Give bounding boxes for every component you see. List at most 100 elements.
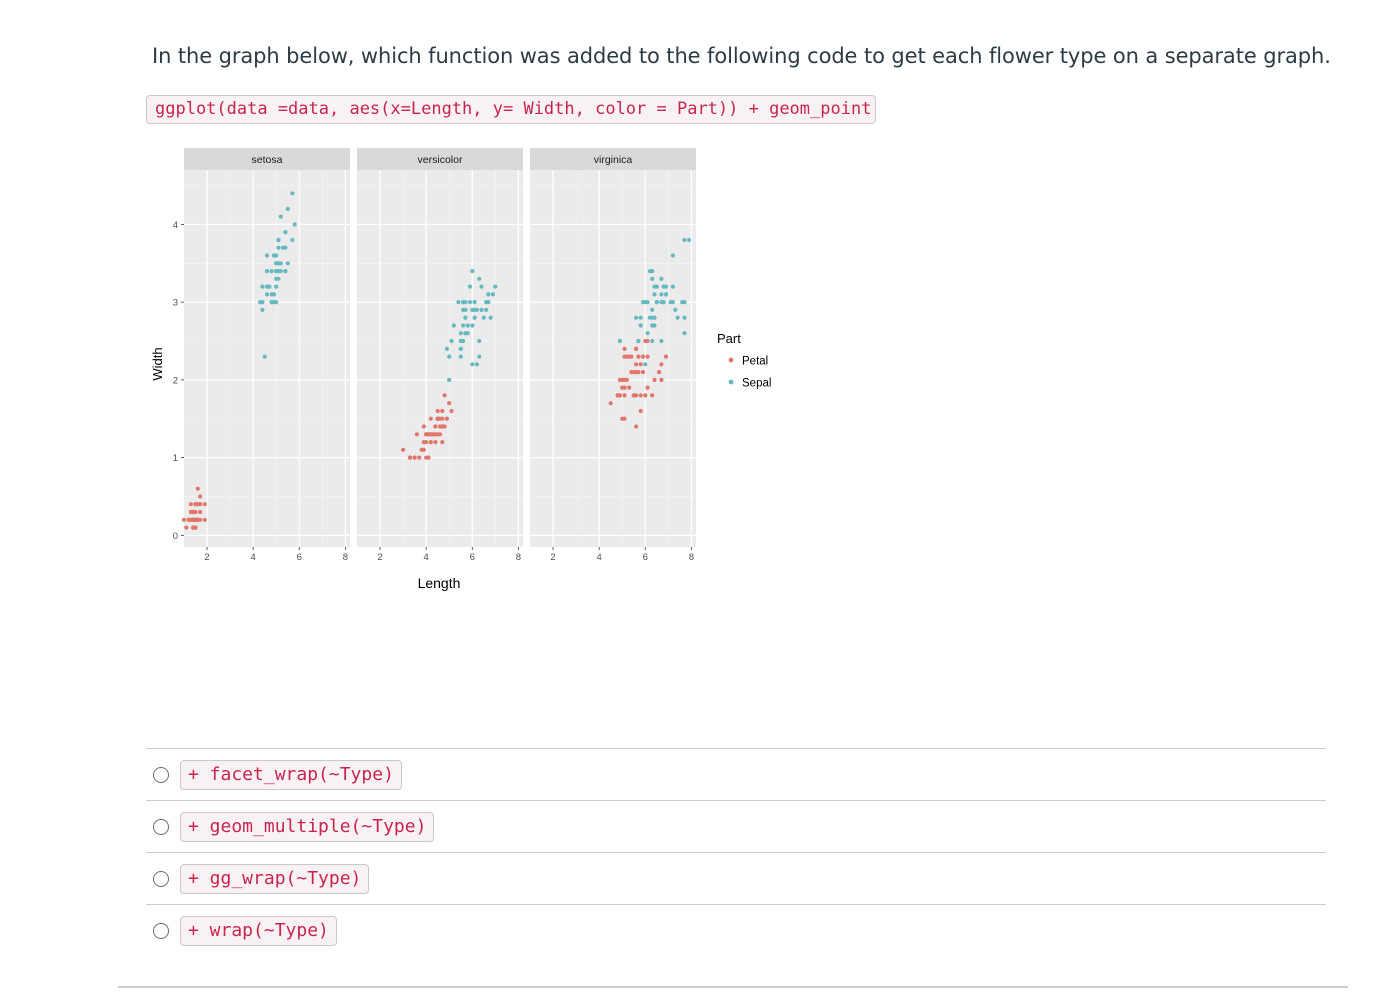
x-tick-label: 6 — [470, 552, 475, 563]
data-point-petal — [202, 502, 207, 507]
data-point-sepal — [638, 323, 643, 328]
data-point-sepal — [470, 269, 475, 274]
x-tick-label: 8 — [689, 552, 694, 563]
data-point-sepal — [673, 307, 678, 312]
data-point-petal — [198, 494, 203, 499]
data-point-sepal — [461, 323, 466, 328]
data-point-petal — [645, 385, 650, 390]
radio-button[interactable] — [153, 818, 169, 835]
data-point-petal — [407, 455, 413, 460]
data-point-petal — [191, 509, 196, 515]
data-point-petal — [401, 447, 406, 452]
data-point-sepal — [647, 269, 652, 274]
data-point-petal — [663, 354, 669, 359]
data-point-sepal — [444, 346, 449, 351]
data-point-petal — [622, 393, 627, 398]
data-point-sepal — [638, 315, 643, 320]
data-point-petal — [638, 408, 643, 414]
facet-strip — [530, 148, 696, 170]
data-point-sepal — [458, 331, 463, 336]
radio-button[interactable] — [153, 766, 169, 783]
code-snippet: ggplot(data =data, aes(x=Length, y= Widt… — [146, 95, 876, 124]
data-point-sepal — [481, 315, 486, 320]
data-point-sepal — [463, 307, 468, 312]
data-point-petal — [437, 424, 443, 429]
data-point-sepal — [654, 300, 659, 305]
data-point-sepal — [264, 292, 270, 297]
facet-label: virginica — [594, 154, 633, 166]
data-point-sepal — [465, 323, 470, 328]
data-point-sepal — [449, 338, 454, 344]
question-text: In the graph below, which function was a… — [152, 44, 1331, 68]
answer-code: + facet_wrap(~Type) — [180, 759, 402, 790]
data-point-sepal — [283, 230, 288, 235]
facet-strip — [357, 148, 523, 170]
data-point-sepal — [682, 315, 687, 320]
data-point-petal — [638, 393, 643, 398]
legend-key-petal — [728, 357, 734, 363]
x-tick-label: 4 — [251, 552, 256, 563]
data-point-petal — [652, 377, 657, 382]
data-point-sepal — [458, 354, 463, 359]
data-point-sepal — [687, 237, 692, 243]
data-point-sepal — [276, 237, 281, 243]
data-point-petal — [645, 354, 650, 359]
data-point-sepal — [652, 284, 657, 289]
data-point-sepal — [477, 276, 482, 281]
legend-key-sepal — [728, 379, 734, 385]
data-point-sepal — [640, 300, 646, 305]
data-point-sepal — [290, 191, 295, 196]
data-point-sepal — [470, 362, 475, 367]
data-point-petal — [615, 393, 620, 398]
answer-option[interactable]: + gg_wrap(~Type) — [146, 852, 1326, 904]
data-point-sepal — [470, 307, 475, 312]
facet-panel — [184, 170, 350, 547]
y-tick-label: 4 — [173, 220, 178, 231]
data-point-sepal — [490, 292, 496, 297]
data-point-sepal — [493, 284, 498, 289]
data-point-petal — [657, 370, 662, 375]
data-point-sepal — [650, 338, 655, 344]
data-point-sepal — [682, 331, 687, 336]
data-point-sepal — [636, 338, 641, 344]
data-point-sepal — [465, 331, 470, 336]
y-tick-label: 2 — [173, 375, 178, 386]
data-point-sepal — [285, 206, 290, 211]
radio-button[interactable] — [153, 870, 169, 887]
data-point-sepal — [278, 261, 283, 266]
data-point-petal — [659, 377, 664, 382]
data-point-petal — [188, 502, 193, 507]
facet-label: setosa — [252, 154, 283, 166]
data-point-sepal — [292, 222, 297, 227]
data-point-petal — [447, 401, 452, 406]
data-point-sepal — [278, 214, 283, 219]
data-point-sepal — [260, 300, 265, 305]
data-point-sepal — [645, 331, 650, 336]
data-point-petal — [449, 408, 454, 414]
data-point-sepal — [484, 307, 489, 312]
data-point-sepal — [472, 315, 477, 320]
data-point-sepal — [281, 245, 286, 250]
data-point-petal — [617, 377, 622, 382]
data-point-sepal — [447, 354, 452, 359]
data-point-petal — [433, 424, 438, 429]
data-point-sepal — [486, 300, 491, 305]
data-point-petal — [435, 408, 440, 414]
radio-button[interactable] — [153, 922, 169, 939]
data-point-petal — [608, 401, 613, 406]
data-point-sepal — [264, 253, 270, 258]
y-tick-label: 3 — [173, 298, 178, 309]
answer-option[interactable]: + wrap(~Type) — [146, 904, 1326, 956]
answer-option[interactable]: + geom_multiple(~Type) — [146, 800, 1326, 852]
data-point-sepal — [447, 377, 452, 382]
data-point-petal — [191, 517, 196, 522]
data-point-petal — [440, 416, 445, 421]
y-tick-label: 1 — [173, 453, 178, 464]
data-point-sepal — [650, 323, 655, 328]
data-point-sepal — [264, 269, 270, 274]
answer-code: + geom_multiple(~Type) — [180, 811, 435, 842]
data-point-petal — [424, 440, 429, 445]
answer-code: + gg_wrap(~Type) — [180, 863, 370, 894]
answer-option[interactable]: + facet_wrap(~Type) — [146, 748, 1326, 800]
data-point-petal — [184, 525, 189, 530]
